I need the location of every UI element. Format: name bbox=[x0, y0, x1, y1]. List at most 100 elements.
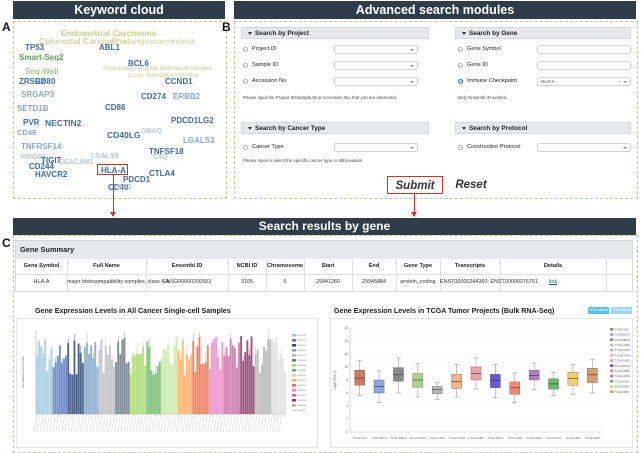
panel-letter-b: B bbox=[222, 20, 231, 34]
legend-label bbox=[297, 379, 306, 381]
radio-accession-no[interactable] bbox=[243, 79, 248, 84]
keyword-lag3[interactable]: LAG3 bbox=[113, 184, 132, 191]
x-tick-label bbox=[176, 413, 180, 433]
keyword-cholangiocarcinoma[interactable]: Cholangiocarcinoma bbox=[111, 36, 196, 46]
x-tick-label bbox=[235, 413, 239, 433]
x-tick-label: TCGA-ESCA bbox=[487, 436, 503, 440]
gene-summary-header: Gene Summary bbox=[16, 241, 632, 259]
radio-construction-protocol[interactable] bbox=[458, 145, 463, 150]
expression-stripe bbox=[56, 355, 59, 414]
submit-button[interactable]: Submit bbox=[387, 176, 443, 194]
keyword-lgals3[interactable]: LGALS3 bbox=[183, 136, 215, 145]
table-column-divider bbox=[396, 259, 397, 291]
x-tick-label bbox=[39, 413, 44, 433]
keyword-cd86[interactable]: CD86 bbox=[105, 103, 126, 112]
select-cancer-type[interactable] bbox=[334, 143, 418, 152]
keyword-srgap3[interactable]: SRGAP3 bbox=[21, 90, 54, 99]
keyword-cd274[interactable]: CD274 bbox=[141, 92, 166, 101]
radio-immune-checkpoint[interactable] bbox=[458, 79, 463, 84]
table-cell: 29945884 bbox=[362, 279, 386, 285]
details-link[interactable]: link bbox=[548, 279, 558, 285]
radio-gene-id[interactable] bbox=[458, 63, 463, 68]
search-by-project-header[interactable]: Search by Project bbox=[241, 27, 429, 39]
legend-swatch bbox=[292, 349, 296, 352]
keyword-tnfrsf14[interactable]: TNFRSF14 bbox=[21, 142, 62, 151]
x-tick-label bbox=[213, 413, 218, 433]
keyword-hla-a[interactable]: HLA-A bbox=[101, 166, 126, 175]
x-tick-label bbox=[136, 413, 140, 433]
keyword-endometrial-carcinoma[interactable]: Endometrial Carcinoma bbox=[61, 28, 157, 38]
expression-stripe bbox=[54, 362, 57, 414]
search-by-cancer-header[interactable]: Search by Cancer Type bbox=[241, 122, 429, 134]
keyword-erbb2[interactable]: ERBB2 bbox=[173, 92, 201, 101]
select-accession-no[interactable] bbox=[334, 77, 418, 86]
tpm-values-toggle[interactable]: TPM values bbox=[588, 307, 609, 314]
expression-stripe bbox=[129, 374, 132, 414]
keyword-havcr2[interactable]: HAVCR2 bbox=[35, 170, 68, 179]
keyword-cd40lg[interactable]: CD40LG bbox=[107, 130, 141, 140]
radio-cancer-type[interactable] bbox=[243, 145, 248, 150]
keyword-cd48[interactable]: CD48 bbox=[17, 128, 37, 137]
x-tick-label bbox=[182, 413, 187, 433]
expression-stripe bbox=[165, 350, 168, 414]
keyword-ceacam1[interactable]: CEACAM1 bbox=[59, 159, 94, 166]
select-construction-protocol[interactable] bbox=[537, 143, 631, 152]
keyword-lung-adenocarcinoma[interactable]: Lung Adenocarcinoma bbox=[128, 72, 199, 79]
tpm-raised-toggle[interactable]: TPM raised bbox=[611, 307, 632, 314]
select-project-id[interactable] bbox=[334, 45, 418, 54]
x-tick-label bbox=[219, 413, 224, 433]
x-tick-label bbox=[36, 413, 41, 433]
expression-stripe bbox=[52, 367, 55, 414]
x-tick-label bbox=[191, 413, 196, 433]
radio-project-id[interactable] bbox=[243, 47, 248, 52]
keyword-tp53[interactable]: TP53 bbox=[25, 43, 45, 52]
keyword-ctla4[interactable]: CTLA4 bbox=[149, 169, 175, 178]
keyword-tnfsf18[interactable]: TNFSF18 bbox=[149, 147, 184, 156]
legend-swatch bbox=[610, 364, 614, 367]
x-tick-label bbox=[120, 413, 125, 433]
keyword-tigit[interactable]: TIGIT bbox=[41, 156, 62, 165]
keyword-smart-seq2[interactable]: Smart-Seq2 bbox=[19, 53, 64, 62]
keyword-bcl6[interactable]: BCL6 bbox=[128, 59, 149, 68]
search-by-protocol-header[interactable]: Search by Protocol bbox=[455, 122, 631, 134]
keyword-cd80[interactable]: CD80 bbox=[35, 77, 56, 86]
select-sample-id[interactable] bbox=[334, 61, 418, 70]
box-tcga-esca bbox=[490, 373, 501, 389]
keyword-seq-well[interactable]: Seq-Well bbox=[25, 67, 59, 76]
keyword-c4q[interactable]: C4Q bbox=[153, 154, 168, 161]
keyword-zrsr2[interactable]: ZRSR2 bbox=[19, 77, 46, 86]
select-immune-checkpoint[interactable]: HLA-A × bbox=[537, 77, 631, 86]
keyword-colorectal-carcinoma[interactable]: Colorectal Carcinoma bbox=[39, 36, 127, 46]
x-tick-label bbox=[114, 413, 118, 433]
x-tick-label bbox=[188, 413, 193, 433]
search-by-gene-header[interactable]: Search by Gene bbox=[455, 27, 631, 39]
clear-icon[interactable]: × bbox=[618, 79, 621, 84]
keyword-hmgb1[interactable]: HMGB1 bbox=[21, 154, 47, 161]
expression-stripe bbox=[227, 355, 230, 414]
radio-gene-symbol[interactable] bbox=[458, 47, 463, 52]
keyword-cloud-banner: Keyword cloud bbox=[13, 1, 225, 19]
x-tick-label bbox=[43, 413, 47, 433]
column-header: Full Name bbox=[93, 263, 120, 269]
reset-button[interactable]: Reset bbox=[455, 179, 487, 191]
select-gene-id[interactable] bbox=[537, 61, 631, 70]
keyword-pdcd1lg2[interactable]: PDCD1LG2 bbox=[171, 116, 214, 125]
expression-stripe bbox=[90, 345, 93, 414]
keyword-gnaq[interactable]: GNAQ bbox=[141, 128, 162, 135]
expression-stripe bbox=[211, 342, 213, 414]
select-gene-symbol[interactable] bbox=[537, 45, 631, 54]
keyword-nectin2[interactable]: NECTIN2 bbox=[45, 118, 82, 128]
keyword-setd1b[interactable]: SETD1B bbox=[17, 104, 49, 113]
keyword-pdcd1[interactable]: PDCD1 bbox=[123, 175, 151, 184]
keyword-pancreatic-ductal-adenocarcinoma[interactable]: Pancreatic Ductal Adenocarcinoma bbox=[103, 65, 212, 72]
keyword-cd40[interactable]: CD40 bbox=[108, 183, 129, 192]
keyword-abl1[interactable]: ABL1 bbox=[99, 43, 120, 52]
expression-stripe bbox=[179, 359, 182, 414]
keyword-ccnd1[interactable]: CCND1 bbox=[165, 77, 193, 86]
search-by-project-title: Search by Project bbox=[255, 30, 309, 37]
radio-sample-id[interactable] bbox=[243, 63, 248, 68]
legend-swatch bbox=[292, 404, 296, 407]
keyword-cd244[interactable]: CD244 bbox=[29, 162, 54, 171]
keyword-lgals9[interactable]: LGALS9 bbox=[91, 153, 119, 160]
keyword-pvr[interactable]: PVR bbox=[23, 118, 40, 127]
